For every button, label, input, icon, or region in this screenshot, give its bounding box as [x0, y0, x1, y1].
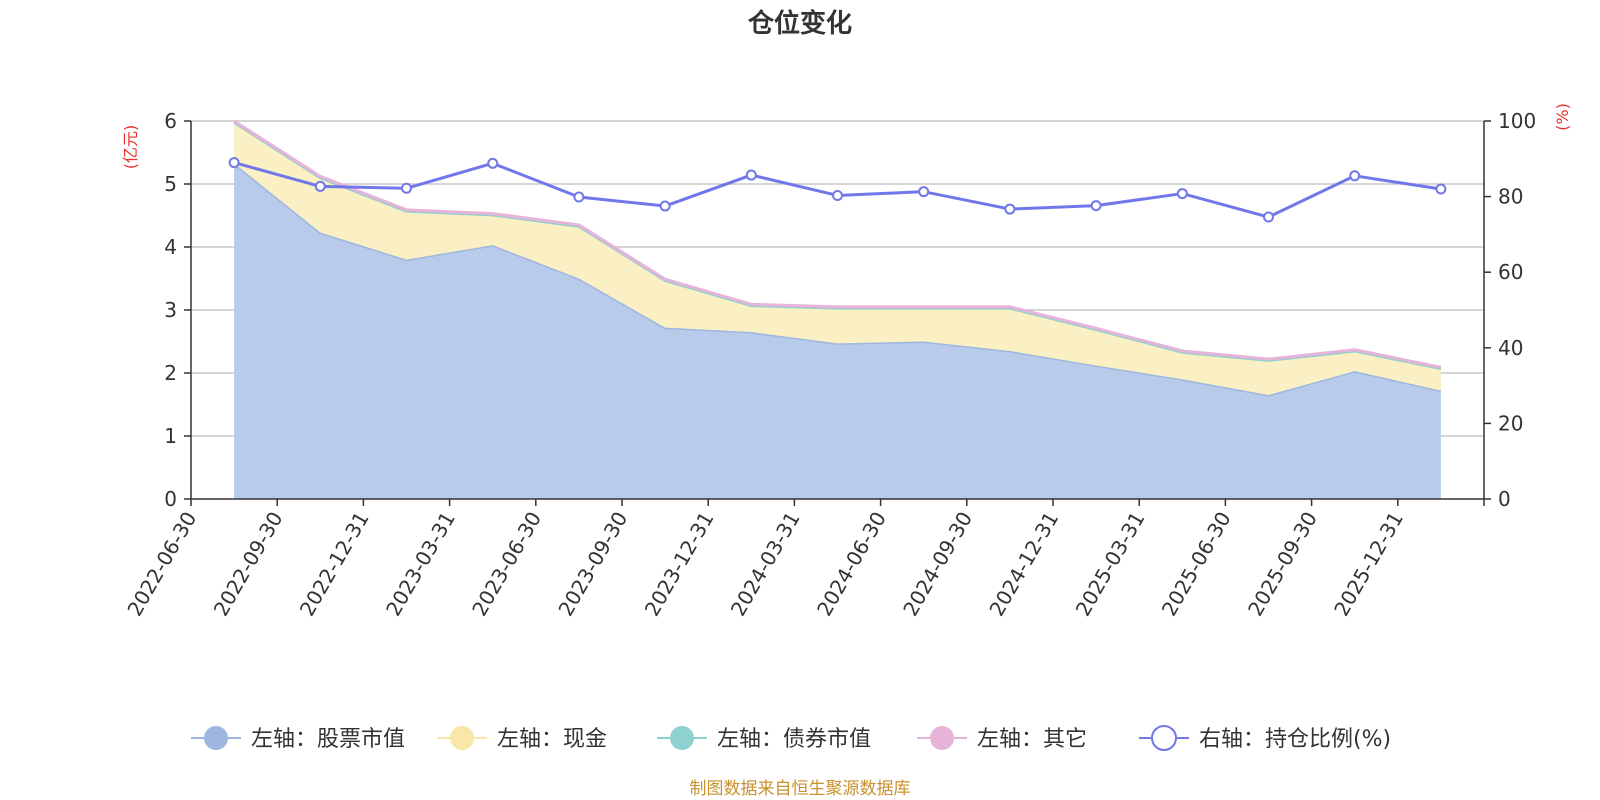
legend-item-2[interactable]: 左轴：债券市值	[657, 726, 871, 752]
right-axis-tick-label: 20	[1498, 411, 1523, 435]
legend-marker	[670, 726, 694, 750]
ratio-point	[228, 157, 240, 169]
left-axis-unit: (亿元)	[121, 125, 140, 170]
right-axis-tick-label: 80	[1498, 185, 1523, 209]
legend-marker	[450, 726, 474, 750]
ratio-point	[832, 189, 843, 201]
ratio-line	[228, 157, 1447, 223]
ratio-point	[918, 186, 930, 198]
x-axis-label: 2025-03-31	[1071, 508, 1150, 621]
x-axis-label: 2023-09-30	[553, 508, 632, 621]
right-axis-tick-label: 100	[1498, 109, 1536, 133]
legend-marker	[1151, 725, 1177, 751]
x-axis-label: 2024-03-31	[726, 508, 805, 621]
ratio-point	[314, 180, 326, 192]
ratio-point	[1435, 183, 1447, 195]
x-axis-label: 2024-12-31	[984, 508, 1063, 621]
ratio-point	[659, 200, 671, 212]
left-axis-tick-label: 0	[164, 487, 177, 511]
left-axis-tick-label: 1	[164, 424, 177, 448]
x-axis-label: 2025-09-30	[1243, 508, 1322, 621]
area-0	[234, 163, 1441, 499]
ratio-point	[745, 169, 757, 181]
x-axis-label: 2025-06-30	[1157, 508, 1236, 621]
x-axis-label: 2023-12-31	[640, 508, 719, 621]
stacked-areas	[233, 119, 1442, 499]
legend-label: 左轴：股票市值	[251, 727, 405, 752]
left-axis-tick-label: 5	[164, 172, 177, 196]
x-axis-label: 2023-03-31	[381, 508, 460, 621]
left-axis-tick-label: 2	[164, 361, 177, 385]
x-axis-label: 2023-06-30	[467, 508, 546, 621]
legend-label: 左轴：现金	[497, 727, 607, 752]
ratio-point	[401, 182, 412, 194]
legend-item-0[interactable]: 左轴：股票市值	[191, 726, 405, 752]
right-axis-unit: (%)	[1553, 103, 1572, 131]
ratio-point	[487, 157, 499, 169]
x-axis-label: 2024-06-30	[812, 508, 891, 621]
ratio-point	[1263, 211, 1274, 223]
area-edge-3	[233, 119, 1442, 369]
right-axis-tick-label: 0	[1498, 487, 1511, 511]
legend-item-1[interactable]: 左轴：现金	[437, 726, 607, 752]
ratio-point	[1176, 188, 1188, 200]
legend-label: 左轴：其它	[977, 727, 1087, 752]
legend-label: 左轴：债券市值	[717, 727, 871, 752]
ratio-point	[573, 191, 585, 203]
left-axis-tick-label: 6	[164, 109, 177, 133]
legend-item-4[interactable]: 右轴：持仓比例(%)	[1139, 725, 1391, 752]
left-axis-tick-label: 3	[164, 298, 177, 322]
legend-marker	[930, 726, 954, 750]
source-note: 制图数据来自恒生聚源数据库	[690, 779, 911, 799]
right-axis-tick-label: 60	[1498, 260, 1523, 284]
legend-item-3[interactable]: 左轴：其它	[917, 726, 1087, 752]
x-axis-label: 2025-12-31	[1329, 508, 1408, 621]
ratio-point	[1090, 200, 1102, 212]
area-1	[234, 122, 1441, 396]
chart-title: 仓位变化	[747, 8, 852, 39]
legend-label: 右轴：持仓比例(%)	[1199, 727, 1391, 752]
x-axis-label: 2022-12-31	[295, 508, 374, 621]
x-axis-label: 2022-09-30	[209, 508, 288, 621]
x-axis-label: 2024-09-30	[898, 508, 977, 621]
right-axis-tick-label: 40	[1498, 336, 1523, 360]
left-axis-tick-label: 4	[164, 235, 177, 259]
legend-marker	[204, 726, 228, 750]
ratio-point	[1349, 170, 1361, 182]
ratio-point	[1004, 203, 1016, 215]
x-axis-label: 2022-06-30	[122, 508, 201, 621]
legend[interactable]: 左轴：股票市值 左轴：现金 左轴：债券市值 左轴：其它 右轴：持仓比例(%)	[191, 725, 1391, 752]
